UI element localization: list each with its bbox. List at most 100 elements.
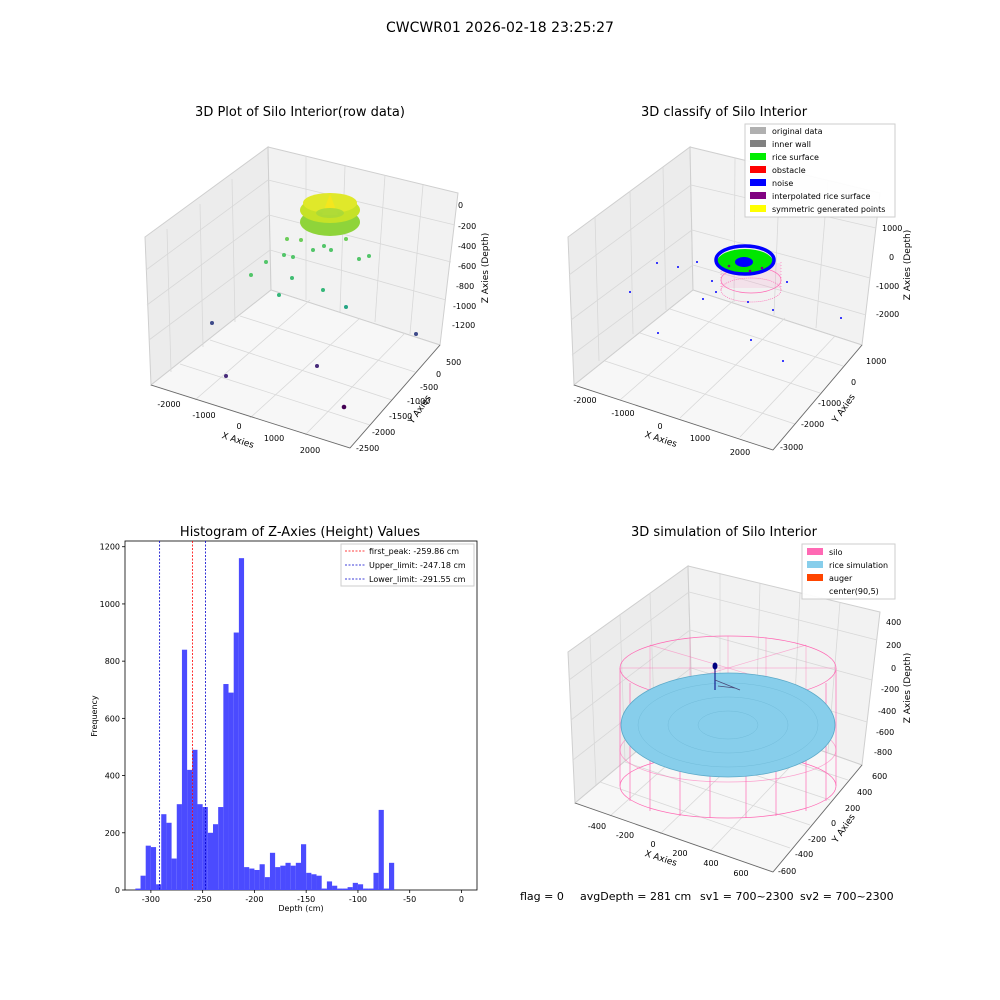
- histogram-bar: [326, 881, 333, 890]
- histogram-x-tick-label: -200: [245, 895, 263, 904]
- histogram-bar: [373, 872, 379, 890]
- plot2-x-label: X Axies: [643, 430, 678, 450]
- plot-raw-data: 3D Plot of Silo Interior(row data): [144, 105, 491, 455]
- histogram-legend: first_peak: -259.86 cm Upper_limit: -247…: [340, 543, 475, 587]
- plot4-z-label: Z Axies (Depth): [903, 653, 913, 724]
- plot4-xtick-label: -200: [616, 831, 634, 840]
- histogram-bar: [321, 888, 327, 890]
- plot1-ztick-label: -600: [458, 262, 476, 271]
- plot1-ytick-label: 0: [436, 370, 441, 379]
- histogram-bar: [254, 869, 260, 890]
- plot4-xtick-label: 400: [703, 859, 718, 868]
- histogram-y-tick-label: 200: [105, 829, 120, 838]
- histogram-title: Histogram of Z-Axies (Height) Values: [180, 525, 420, 540]
- histogram-bar: [176, 804, 182, 890]
- legend-swatch: [750, 179, 766, 186]
- legend-swatch: [807, 574, 823, 581]
- histogram-bar: [187, 769, 193, 890]
- plot1-ytick-label: -1500: [389, 412, 412, 421]
- histogram-y-tick-label: 600: [105, 714, 120, 723]
- legend-swatch: [807, 548, 823, 555]
- histogram-x-ticks: -300 -250 -200 -150 -100 -50 0: [142, 890, 464, 904]
- plot2-ytick-label: -2000: [801, 420, 824, 429]
- plot2-ztick-label: -1000: [876, 282, 899, 291]
- plot1-ytick-label: -1000: [407, 397, 430, 406]
- histogram-bar: [213, 824, 219, 890]
- plot1-ytick-label: -500: [420, 383, 438, 392]
- plot4-ztick-label: 0: [891, 664, 896, 673]
- histogram-bar: [238, 558, 245, 890]
- plot4-title: 3D simulation of Silo Interior: [631, 525, 818, 540]
- histogram-bar: [264, 877, 270, 890]
- plot4-ztick-label: -200: [881, 685, 899, 694]
- legend-swatch: [750, 153, 766, 160]
- histogram-bars: [135, 558, 395, 890]
- plot1-xtick-label: 2000: [300, 446, 320, 455]
- histogram-bar: [342, 888, 348, 890]
- legend-swatch: [750, 140, 766, 147]
- plot4-ztick-label: -400: [878, 707, 896, 716]
- histogram-bar: [301, 844, 307, 890]
- legend-swatch: [807, 561, 823, 568]
- legend-label: rice simulation: [829, 561, 888, 570]
- histogram-y-ticks: 0 200 400 600 800 1000 1200: [100, 543, 125, 895]
- legend-label: inner wall: [772, 140, 811, 149]
- plot4-ztick-label: -600: [876, 728, 894, 737]
- legend-label: auger: [829, 574, 853, 583]
- plot1-grid: [145, 156, 456, 436]
- plot2-xtick-label: 2000: [730, 448, 750, 457]
- legend-label: Upper_limit: -247.18 cm: [369, 561, 466, 570]
- plot1-xtick-label: -1000: [192, 411, 215, 420]
- plot4-ztick-label: 200: [886, 641, 901, 650]
- histogram-bar: [290, 865, 296, 890]
- plot1-z-label: Z Axies (Depth): [481, 233, 491, 304]
- status-sv1: sv1 = 700~2300: [700, 890, 794, 903]
- plot4-y-label: Y Axies: [830, 812, 858, 845]
- histogram-bar: [363, 888, 369, 890]
- histogram-bar: [269, 852, 276, 890]
- histogram-bar: [311, 874, 317, 890]
- histogram-bar: [347, 887, 353, 890]
- legend-label: Lower_limit: -291.55 cm: [369, 575, 466, 584]
- histogram-bar: [244, 867, 250, 890]
- plot4-ytick-label: -400: [795, 850, 813, 859]
- plot2-y-label: Y Axies: [830, 392, 858, 425]
- legend-label: original data: [772, 127, 823, 136]
- plot1-ztick-label: -1000: [453, 302, 476, 311]
- status-avg-depth: avgDepth = 281 cm: [580, 890, 691, 903]
- plot4-xtick-label: 600: [733, 869, 748, 878]
- histogram-panel: Histogram of Z-Axies (Height) Values -30…: [90, 525, 478, 913]
- plot-simulation: 3D simulation of Silo Interior: [567, 525, 913, 878]
- plot4-ytick-label: 200: [845, 804, 860, 813]
- plot1-x-label: X Axies: [220, 431, 255, 451]
- histogram-bar: [332, 885, 338, 890]
- legend-label: rice surface: [772, 153, 819, 162]
- histogram-x-label: Depth (cm): [278, 904, 323, 913]
- histogram-bar: [145, 845, 151, 890]
- legend-label: noise: [772, 179, 793, 188]
- legend-label: interpolated rice surface: [772, 192, 870, 201]
- histogram-bar: [218, 807, 224, 890]
- plot4-ytick-label: -200: [808, 835, 826, 844]
- histogram-bar: [202, 807, 208, 890]
- plot2-xtick-label: -1000: [611, 409, 634, 418]
- histogram-x-tick-label: -250: [194, 895, 212, 904]
- histogram-bar: [171, 858, 177, 890]
- histogram-bar: [192, 749, 198, 890]
- plot4-z-axis: 400 200 0 -200 -400 -600 -800 Z Axies (D…: [874, 618, 913, 757]
- legend-label: obstacle: [772, 166, 806, 175]
- histogram-bar: [156, 884, 162, 890]
- histogram-y-tick-label: 800: [105, 657, 120, 666]
- histogram-bar: [228, 692, 234, 890]
- plot1-ytick-label: 500: [446, 358, 461, 367]
- plot1-ztick-label: -800: [456, 282, 474, 291]
- histogram-bar: [275, 867, 281, 890]
- histogram-bar: [197, 804, 203, 890]
- figure-title: CWCWR01 2026-02-18 23:25:27: [386, 20, 614, 36]
- plot4-ytick-label: 400: [857, 788, 872, 797]
- histogram-bar: [389, 862, 395, 890]
- histogram-bar: [378, 809, 384, 890]
- plot4-ztick-label: -800: [874, 748, 892, 757]
- plot1-title: 3D Plot of Silo Interior(row data): [195, 105, 405, 120]
